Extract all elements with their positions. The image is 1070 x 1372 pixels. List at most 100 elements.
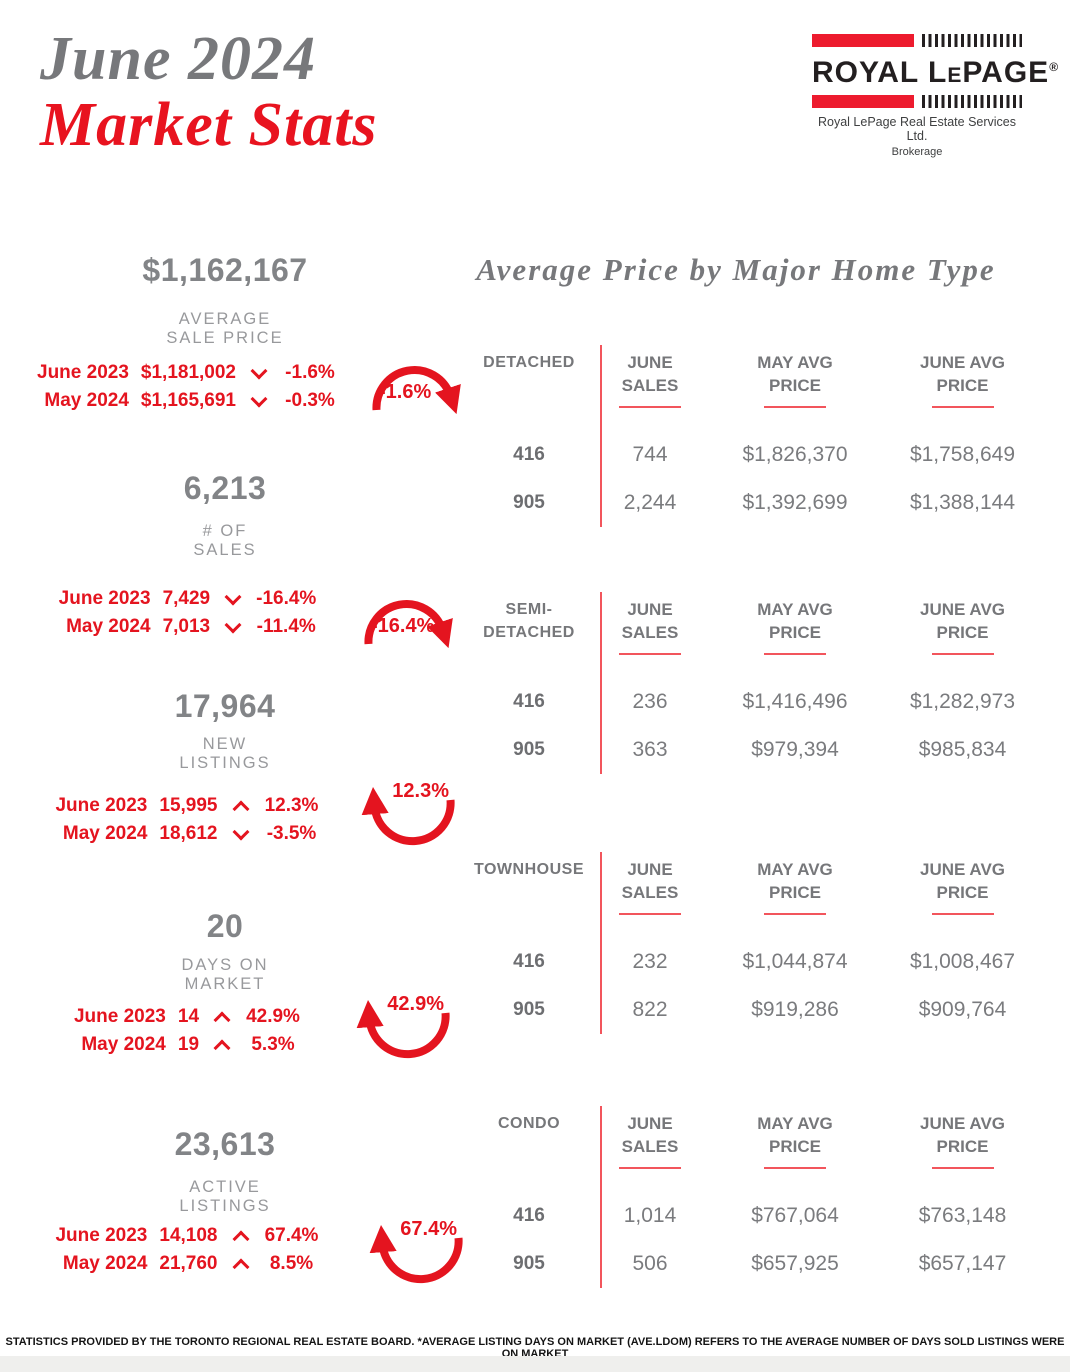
- column-header-text: JUNE AVG PRICE: [919, 353, 1006, 395]
- trend-arrow-label: -16.4%: [371, 615, 435, 637]
- column-header-text: JUNE AVG PRICE: [919, 1114, 1006, 1156]
- header-underline: [931, 653, 994, 655]
- column-header-may-avg-price: MAY AVG PRICE: [700, 852, 890, 938]
- home-type-label: DETACHED: [483, 354, 575, 371]
- chevron-down-icon: [248, 390, 270, 408]
- chevron-up-icon: [230, 798, 252, 817]
- price-table-detached: DETACHED JUNE SALES MAY AVG PRICE JUNE A…: [458, 345, 1035, 527]
- logo-barcode-icon: [922, 34, 1022, 47]
- table-cell-june-avg-price: $763,148: [918, 1204, 1007, 1227]
- column-header-text: JUNE SALES: [621, 1114, 679, 1156]
- trend-arrow-up-icon: 42.9%: [347, 993, 452, 1063]
- registered-trademark-symbol: ®: [1049, 60, 1060, 74]
- comparison-change: -16.4%: [256, 588, 317, 609]
- chevron-down-icon: [222, 616, 244, 634]
- chevron-up-icon: [211, 1037, 233, 1056]
- table-cell-june-avg-price: $985,834: [918, 738, 1007, 761]
- table-row-area: 905: [513, 1253, 545, 1274]
- price-table-townhouse: TOWNHOUSE JUNE SALES MAY AVG PRICE JUNE …: [458, 852, 1035, 1034]
- table-row-area: 905: [513, 739, 545, 760]
- new-listings-comparisons: June 2023 15,995 12.3% May 2024 18,612 -…: [15, 795, 360, 845]
- comparison-change: -3.5%: [266, 823, 317, 844]
- comparison-value: $1,165,691: [140, 390, 236, 411]
- column-header-text: MAY AVG PRICE: [757, 1114, 833, 1156]
- table-cell-may-avg-price: $767,064: [751, 1204, 839, 1227]
- average-sale-price-comparisons: June 2023 $1,181,002 -1.6% May 2024 $1,1…: [15, 362, 360, 412]
- new-listings-value: 17,964: [174, 688, 276, 724]
- page-title-subtitle: Market Stats: [40, 91, 378, 159]
- comparison-change: 8.5%: [269, 1253, 314, 1274]
- table-cell-june-sales: 236: [632, 690, 668, 713]
- comparison-value: 19: [177, 1034, 200, 1055]
- header-underline: [931, 406, 994, 408]
- table-cell-june-sales: 1,014: [623, 1204, 677, 1227]
- header-underline: [931, 1167, 994, 1169]
- comparison-change: 5.3%: [251, 1034, 295, 1055]
- trend-arrow-up-icon: 67.4%: [360, 1218, 465, 1288]
- logo-top-row: [812, 34, 1022, 47]
- table-cell-june-sales: 363: [632, 738, 668, 761]
- price-table-semi-detached: SEMI- DETACHED JUNE SALES MAY AVG PRICE …: [458, 592, 1035, 774]
- chevron-up-icon: [211, 1009, 233, 1028]
- trend-arrow-label: 67.4%: [400, 1218, 457, 1240]
- table-cell-may-avg-price: $1,044,874: [742, 950, 848, 973]
- table-cell-may-avg-price: $657,925: [751, 1252, 839, 1275]
- comparison-change: -11.4%: [256, 616, 316, 637]
- column-header-text: JUNE AVG PRICE: [919, 600, 1006, 642]
- average-sale-price-value: $1,162,167: [142, 252, 308, 288]
- comparison-change: 67.4%: [264, 1225, 319, 1246]
- comparison-period: June 2023: [37, 362, 129, 383]
- comparison-value: 21,760: [159, 1253, 218, 1274]
- table-row-area: 416: [513, 444, 545, 465]
- comparison-period: May 2024: [81, 1034, 166, 1055]
- column-header-june-avg-price: JUNE AVG PRICE: [890, 345, 1035, 431]
- days-on-market-label: DAYS ON MARKET: [181, 956, 269, 993]
- trend-arrow-label: 12.3%: [392, 780, 449, 802]
- column-header-june-avg-price: JUNE AVG PRICE: [890, 592, 1035, 678]
- table-divider-line: [600, 592, 602, 774]
- column-header-text: JUNE AVG PRICE: [919, 860, 1006, 902]
- header-underline: [619, 913, 681, 915]
- comparison-period: June 2023: [58, 588, 151, 609]
- logo-wordmark-part2: PAGE: [962, 56, 1050, 89]
- column-header-may-avg-price: MAY AVG PRICE: [700, 592, 890, 678]
- comparison-period: June 2023: [55, 1225, 148, 1246]
- comparison-value: 14: [177, 1006, 200, 1027]
- logo-bottom-row: [812, 95, 1022, 108]
- header-underline: [764, 653, 826, 655]
- header-underline: [619, 406, 681, 408]
- table-cell-june-avg-price: $909,764: [918, 998, 1007, 1021]
- new-listings-label: NEW LISTINGS: [179, 735, 271, 772]
- trend-arrow-up-icon: 12.3%: [352, 780, 457, 850]
- column-header-may-avg-price: MAY AVG PRICE: [700, 345, 890, 431]
- column-header-june-sales: JUNE SALES: [600, 345, 700, 431]
- table-cell-june-sales: 822: [632, 998, 668, 1021]
- comparison-period: May 2024: [66, 616, 151, 637]
- table-cell-june-avg-price: $1,758,649: [909, 443, 1016, 466]
- number-of-sales-value: 6,213: [183, 470, 267, 506]
- comparison-change: -1.6%: [285, 362, 335, 383]
- active-listings-comparisons: June 2023 14,108 67.4% May 2024 21,760 8…: [15, 1225, 360, 1275]
- column-header-text: MAY AVG PRICE: [757, 600, 833, 642]
- column-header-may-avg-price: MAY AVG PRICE: [700, 1106, 890, 1192]
- column-header-june-avg-price: JUNE AVG PRICE: [890, 852, 1035, 938]
- table-row-area: 905: [513, 999, 545, 1020]
- column-header-june-sales: JUNE SALES: [600, 852, 700, 938]
- column-header-text: JUNE SALES: [621, 600, 679, 642]
- column-header-text: JUNE SALES: [621, 860, 679, 902]
- trend-arrow-label: 42.9%: [387, 993, 444, 1015]
- logo-barcode-icon: [922, 95, 1022, 108]
- table-cell-may-avg-price: $1,392,699: [742, 491, 848, 514]
- column-header-june-sales: JUNE SALES: [600, 592, 700, 678]
- table-cell-june-sales: 506: [632, 1252, 668, 1275]
- average-sale-price-label: AVERAGE SALE PRICE: [166, 310, 284, 347]
- table-cell-june-sales: 232: [632, 950, 668, 973]
- price-tables-heading: Average Price by Major Home Type: [476, 252, 996, 287]
- table-cell-june-avg-price: $1,008,467: [909, 950, 1016, 973]
- logo-brokerage-label: Brokerage: [891, 146, 943, 158]
- table-row-area: 416: [513, 951, 545, 972]
- comparison-value: 7,013: [162, 616, 211, 637]
- comparison-value: $1,181,002: [140, 362, 236, 383]
- page-title: June 2024 Market Stats: [40, 26, 378, 158]
